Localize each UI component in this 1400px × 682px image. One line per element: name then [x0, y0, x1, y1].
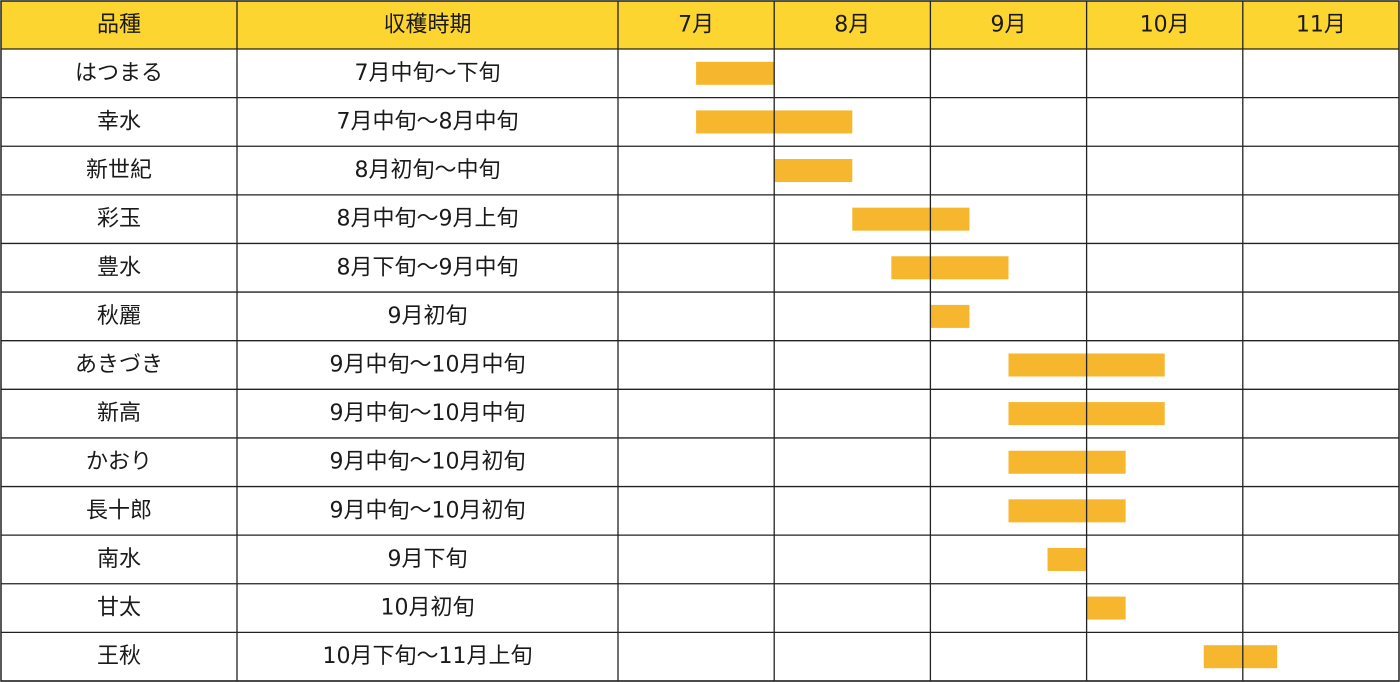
harvest-period-text: 8月中旬～9月上旬: [337, 207, 519, 232]
month-tick-label: 8月: [834, 13, 870, 38]
harvest-period-text: 9月中旬～10月初旬: [330, 498, 526, 523]
harvest-bar: [1008, 499, 1126, 523]
harvest-period-text: 8月下旬～9月中旬: [337, 255, 519, 280]
variety-name: 幸水: [97, 109, 141, 134]
harvest-period-text: 8月初旬～中旬: [355, 158, 501, 183]
variety-name: あきづき: [75, 353, 163, 378]
harvest-period-text: 7月中旬～下旬: [355, 61, 501, 86]
bars-layer: [696, 61, 1278, 669]
harvest-period-text: 10月初旬: [381, 596, 475, 621]
harvest-bar: [1047, 547, 1087, 571]
variety-name: 甘太: [97, 596, 141, 621]
variety-name: 南水: [97, 547, 141, 572]
variety-name: かおり: [86, 450, 152, 475]
harvest-period-text: 9月初旬: [388, 304, 468, 329]
harvest-period-text: 9月中旬～10月中旬: [330, 353, 526, 378]
month-tick-label: 9月: [991, 13, 1027, 38]
variety-name: 王秋: [97, 644, 141, 669]
harvest-bar: [696, 61, 775, 85]
variety-name: 豊水: [97, 255, 141, 280]
month-tick-label: 7月: [678, 13, 714, 38]
month-tick-label: 11月: [1296, 13, 1346, 38]
header-variety: 品種: [97, 13, 141, 38]
harvest-bar: [1086, 596, 1126, 620]
harvest-bar: [774, 159, 853, 183]
harvest-bar: [1203, 645, 1278, 669]
harvest-period-text: 9月中旬～10月中旬: [330, 401, 526, 426]
harvest-period-text: 9月下旬: [388, 547, 468, 572]
variety-name: 長十郎: [86, 498, 152, 523]
harvest-period-text: 9月中旬～10月初旬: [330, 450, 526, 475]
header-background-layer: [1, 1, 1399, 49]
variety-name: 新高: [97, 401, 141, 426]
harvest-bar: [891, 256, 1009, 280]
header-harvest-period: 収穫時期: [383, 13, 471, 38]
variety-name: 彩玉: [97, 207, 141, 232]
harvest-bar: [1008, 450, 1126, 474]
header-background: [1, 1, 1399, 49]
harvest-period-text: 10月下旬～11月上旬: [323, 644, 533, 669]
harvest-bar: [852, 207, 970, 231]
harvest-period-text: 7月中旬～8月中旬: [337, 109, 519, 134]
harvest-bar: [930, 304, 970, 328]
variety-name: はつまる: [75, 61, 163, 86]
variety-name: 秋麗: [97, 304, 141, 329]
month-tick-label: 10月: [1140, 13, 1190, 38]
variety-name: 新世紀: [86, 158, 152, 183]
